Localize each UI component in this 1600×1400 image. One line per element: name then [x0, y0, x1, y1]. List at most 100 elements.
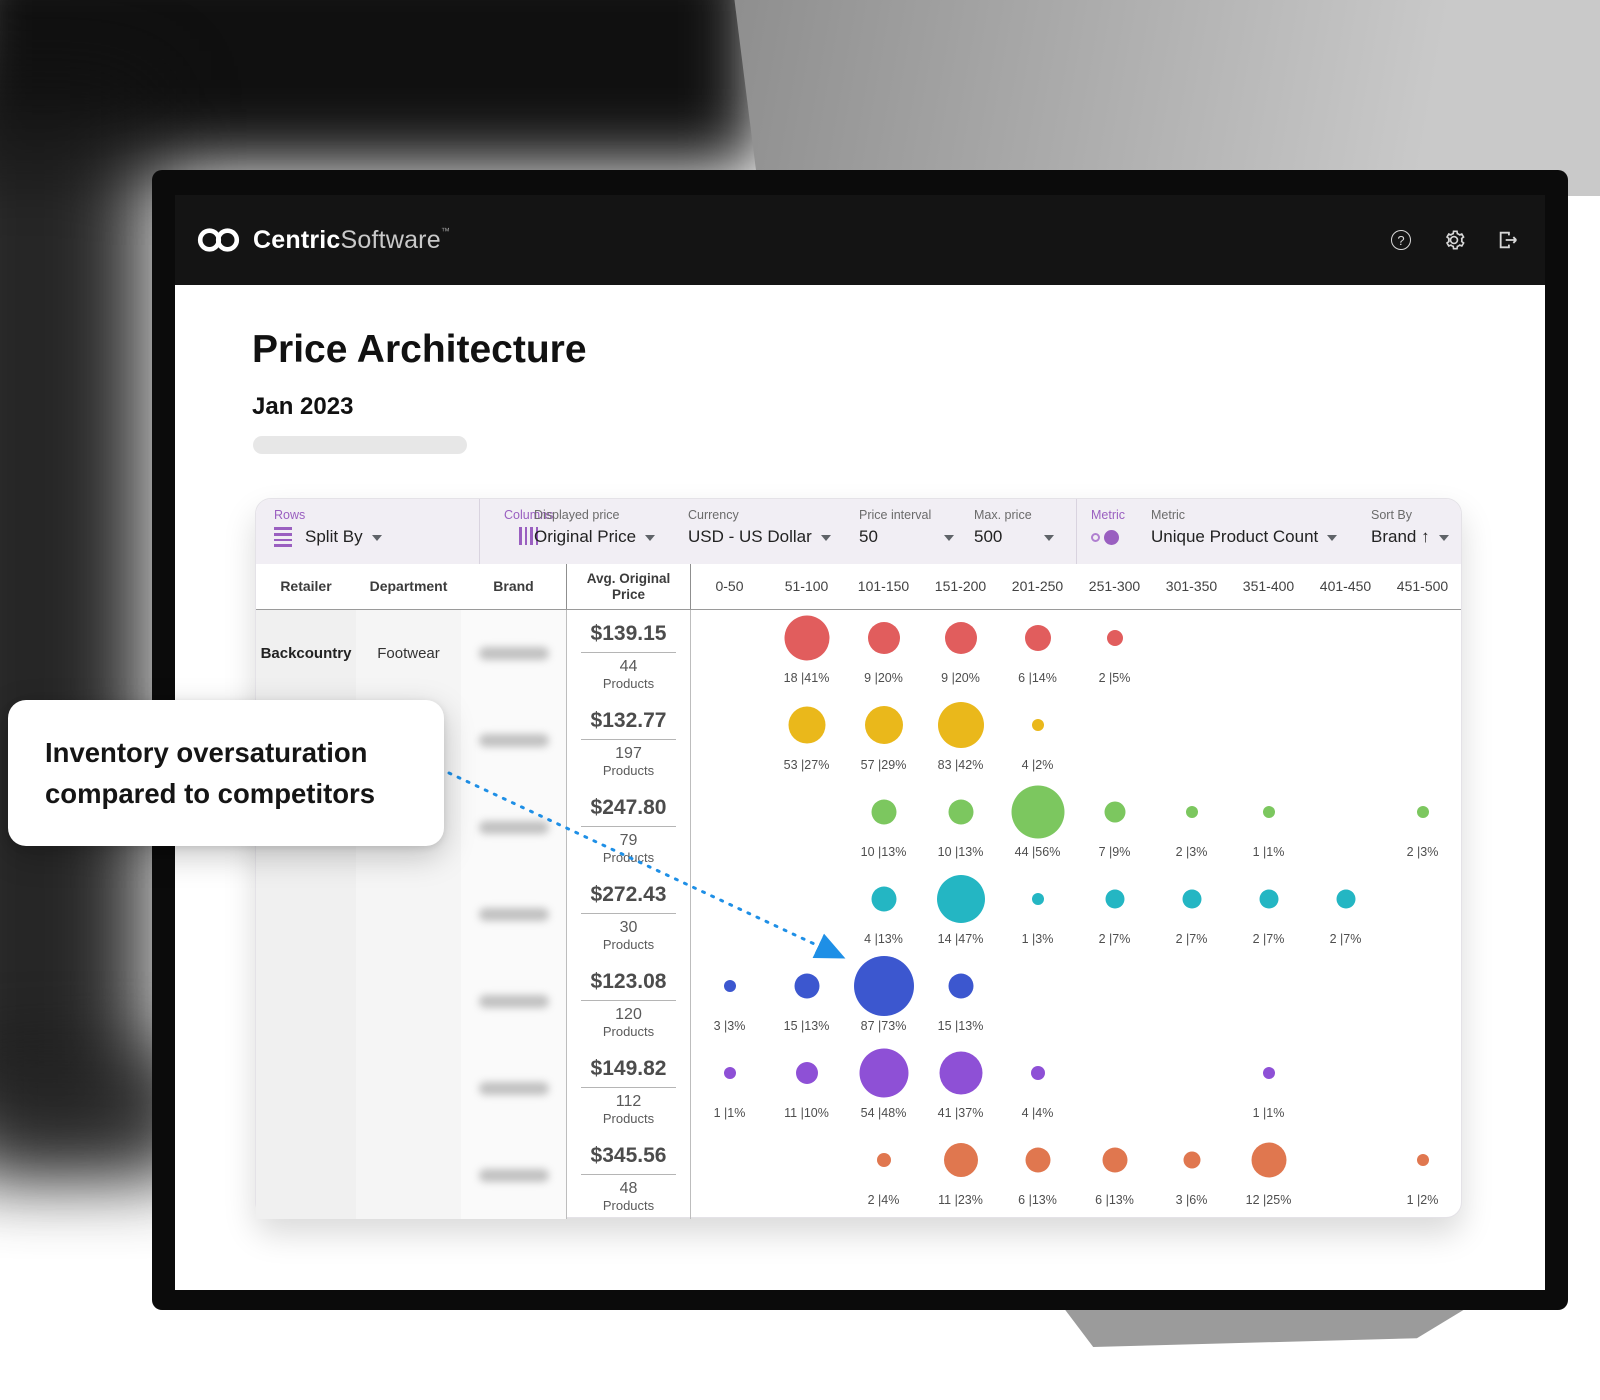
rows-icon: [274, 527, 292, 547]
bucket-cell: [1384, 958, 1461, 1045]
bubble[interactable]: [867, 622, 900, 654]
brand-name-redacted: [478, 821, 549, 834]
bubble[interactable]: [871, 886, 896, 912]
bubble[interactable]: [788, 706, 825, 744]
avg-price-value: $149.82: [590, 1057, 667, 1080]
bubble-label: 18 |41%: [783, 671, 830, 685]
bubble-label: 9 |20%: [864, 671, 903, 685]
bubble[interactable]: [864, 706, 903, 744]
bubble[interactable]: [948, 973, 973, 999]
bucket-cell: 1 |2%: [1384, 1132, 1461, 1219]
avg-price-cell: $123.08 120 Products: [566, 958, 691, 1045]
columns-control[interactable]: Columns: [504, 508, 553, 545]
bucket-cell: 2 |3%: [1384, 784, 1461, 871]
bubble[interactable]: [1183, 1151, 1200, 1169]
bucket-header: 401-450: [1319, 578, 1372, 595]
bubble[interactable]: [784, 615, 829, 661]
bucket-cell: [1384, 697, 1461, 784]
bubble[interactable]: [1259, 889, 1278, 909]
bubble[interactable]: [944, 622, 977, 654]
rows-split-by-control[interactable]: Rows Split By: [274, 508, 382, 547]
bubble[interactable]: [1030, 1066, 1045, 1080]
price-divider: [580, 652, 677, 653]
bubble[interactable]: [1031, 893, 1044, 905]
retailer-cell: [256, 871, 356, 958]
background-wedge-top-right: [734, 0, 1600, 196]
help-icon[interactable]: ?: [1391, 230, 1411, 250]
bucket-cell: [1230, 958, 1307, 1045]
bucket-cell: 10 |13%: [922, 784, 999, 871]
bucket-cell: 15 |13%: [922, 958, 999, 1045]
bucket-cell: 57 |29%: [845, 697, 922, 784]
bubble[interactable]: [1262, 806, 1275, 818]
product-count-unit: Products: [602, 1024, 655, 1039]
brand-name-redacted: [478, 734, 549, 747]
bubble-label: 3 |6%: [1175, 1193, 1208, 1207]
metric-icon-control[interactable]: Metric: [1091, 508, 1125, 547]
brand-name-redacted: [478, 647, 549, 660]
max-price-dropdown[interactable]: Max. price 500: [974, 508, 1054, 547]
bubble[interactable]: [853, 956, 914, 1016]
bubble-label: 11 |23%: [938, 1193, 983, 1207]
bubble[interactable]: [1031, 719, 1044, 731]
chevron-down-icon: [645, 535, 656, 541]
bubble[interactable]: [936, 875, 985, 923]
product-count: 197: [615, 745, 642, 762]
bubble[interactable]: [937, 702, 984, 748]
bubble[interactable]: [1024, 625, 1051, 651]
bubble[interactable]: [1336, 889, 1355, 909]
bubble[interactable]: [723, 1067, 736, 1079]
bucket-cell: 44 |56%: [999, 784, 1076, 871]
bubble[interactable]: [1104, 801, 1125, 823]
bubble[interactable]: [1416, 1154, 1429, 1166]
bucket-header: 451-500: [1396, 578, 1449, 595]
bucket-cell: 2 |7%: [1307, 871, 1384, 958]
bucket-cell: [1307, 610, 1384, 697]
bubble-label: 2 |3%: [1406, 845, 1439, 859]
sort-by-dropdown[interactable]: Sort By Brand ↑: [1371, 508, 1449, 547]
bubble[interactable]: [871, 799, 896, 825]
header-brand: Brand: [493, 578, 534, 595]
bubble-label: 1 |1%: [713, 1106, 746, 1120]
bubble[interactable]: [1251, 1142, 1286, 1178]
bubble[interactable]: [876, 1153, 891, 1167]
price-divider: [580, 826, 677, 827]
bubble[interactable]: [1182, 889, 1201, 909]
bubble[interactable]: [1262, 1067, 1275, 1079]
brand-cell: [461, 871, 566, 958]
chevron-down-icon: [1327, 535, 1338, 541]
price-divider: [580, 1000, 677, 1001]
currency-dropdown[interactable]: Currency USD - US Dollar: [688, 508, 831, 547]
settings-gear-icon[interactable]: [1443, 229, 1465, 251]
logout-icon[interactable]: [1497, 229, 1519, 251]
bucket-cell: 2 |7%: [1076, 871, 1153, 958]
columns-label: Columns: [504, 508, 554, 522]
bubble[interactable]: [943, 1143, 978, 1177]
bucket-cell: [1153, 610, 1230, 697]
callout-text: Inventory oversaturation compared to com…: [45, 736, 376, 809]
bubble[interactable]: [859, 1048, 908, 1098]
bucket-cell: [999, 958, 1076, 1045]
price-interval-value: 50: [859, 527, 878, 546]
bucket-cell: 2 |3%: [1153, 784, 1230, 871]
bubble[interactable]: [795, 1062, 818, 1084]
bubble-label: 4 |13%: [864, 932, 903, 946]
bubble[interactable]: [1105, 889, 1124, 909]
bubble[interactable]: [794, 973, 819, 999]
logo-text-light: Software: [340, 225, 441, 254]
bubble[interactable]: [939, 1051, 982, 1095]
bubble[interactable]: [1185, 806, 1198, 818]
metric-dropdown[interactable]: Metric Unique Product Count: [1151, 508, 1338, 547]
bubble[interactable]: [723, 980, 736, 992]
bubble[interactable]: [1106, 630, 1123, 646]
bubble[interactable]: [1025, 1147, 1050, 1173]
bucket-cell: 7 |9%: [1076, 784, 1153, 871]
bubble[interactable]: [1011, 785, 1064, 839]
header-retailer: Retailer: [280, 578, 332, 595]
bucket-cell: 3 |6%: [1153, 1132, 1230, 1219]
bubble[interactable]: [1416, 806, 1429, 818]
displayed-price-dropdown[interactable]: Displayed price Original Price: [534, 508, 656, 547]
bubble[interactable]: [1102, 1147, 1127, 1173]
bubble[interactable]: [948, 799, 973, 825]
price-interval-dropdown[interactable]: Price interval 50: [859, 508, 954, 547]
